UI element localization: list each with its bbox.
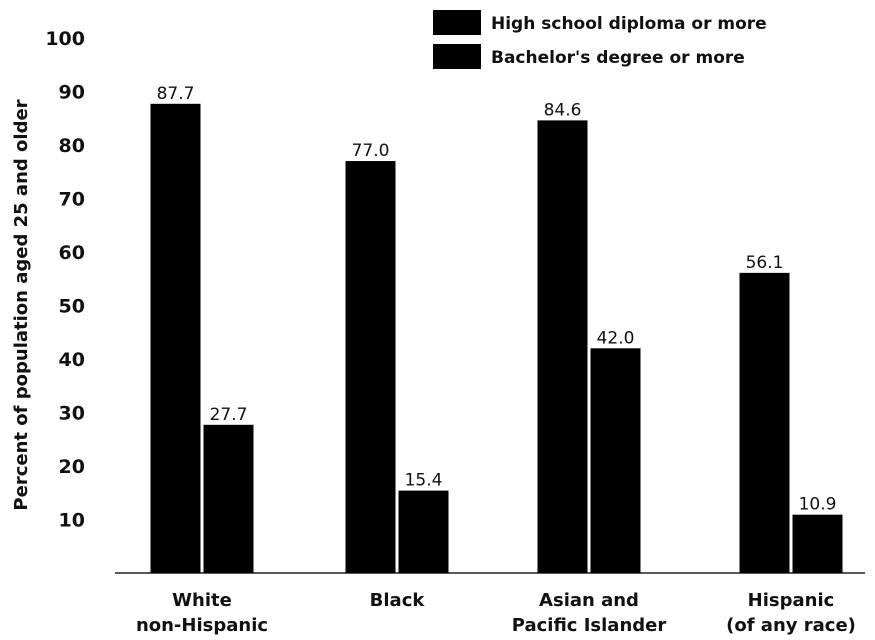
y-tick-label: 50	[59, 296, 85, 318]
bar-high-school	[345, 161, 396, 574]
data-label-high-school: 84.6	[544, 100, 582, 120]
category-label: Asian and Pacific Islander	[512, 590, 667, 636]
category-label-line: Asian and	[539, 590, 639, 611]
category-label-line: (of any race)	[726, 615, 856, 636]
category-label: Hispanic (of any race)	[726, 590, 856, 636]
bar-bachelors	[398, 490, 449, 573]
y-tick-label: 60	[59, 242, 85, 264]
y-tick-label: 20	[59, 456, 85, 478]
category-label-line: Hispanic	[748, 590, 835, 611]
y-tick-label: 70	[59, 189, 85, 211]
data-label-bachelors: 27.7	[210, 405, 248, 425]
legend: High school diploma or more Bachelor's d…	[433, 10, 767, 69]
legend-label-bachelors: Bachelor's degree or more	[491, 48, 745, 68]
category-label-line: non-Hispanic	[136, 615, 268, 636]
y-tick-label: 80	[59, 135, 85, 157]
y-tick-label: 30	[59, 403, 85, 425]
data-label-high-school: 77.0	[352, 141, 390, 161]
legend-label-high-school: High school diploma or more	[491, 14, 767, 34]
data-label-bachelors: 42.0	[597, 328, 635, 348]
data-label-high-school: 56.1	[746, 253, 784, 273]
data-label-bachelors: 15.4	[405, 471, 443, 491]
data-label-bachelors: 10.9	[799, 495, 837, 515]
category-labels: White non-Hispanic Black Asian and Pacific I…	[136, 590, 856, 636]
data-label-high-school: 87.7	[157, 84, 195, 104]
category-label-line: Black	[370, 590, 426, 611]
category-label: White non-Hispanic	[136, 590, 268, 636]
bar-bachelors	[792, 514, 843, 573]
bar-high-school	[150, 103, 201, 574]
y-tick-label: 40	[59, 349, 85, 371]
category-label-line: Pacific Islander	[512, 615, 667, 636]
legend-swatch-bachelors	[433, 44, 481, 69]
bar-high-school	[537, 120, 588, 573]
legend-swatch-high-school	[433, 10, 481, 35]
category-label: Black	[370, 590, 426, 611]
bar-bachelors	[590, 348, 641, 573]
bar-high-school	[739, 272, 790, 573]
y-axis-title: Percent of population aged 25 and older	[11, 99, 32, 510]
category-label-line: White	[172, 590, 232, 611]
y-axis-ticks: 10 20 30 40 50 60 70 80 90 100	[45, 28, 85, 532]
bar-bachelors	[203, 424, 254, 573]
y-tick-label: 90	[59, 82, 85, 104]
y-tick-label: 10	[59, 510, 85, 532]
y-tick-label: 100	[45, 28, 85, 50]
bars-group: 87.7 77.0 84.6 56.1 27.7 15.4 42.0 10.9	[150, 84, 843, 574]
